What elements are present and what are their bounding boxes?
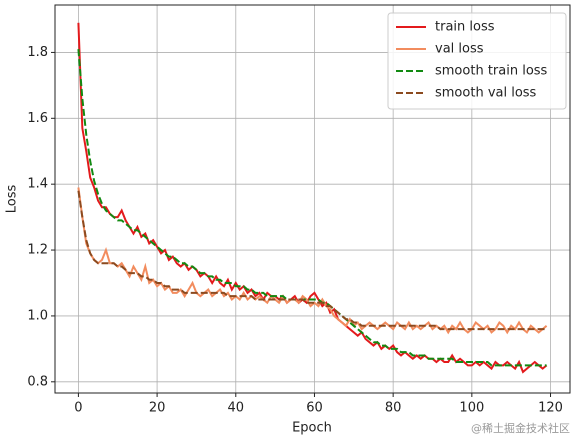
y-tick-label: 1.6 xyxy=(27,111,48,126)
legend-box xyxy=(387,12,567,110)
legend-label: train loss xyxy=(435,20,495,35)
y-axis-label: Loss xyxy=(5,185,20,214)
series-line xyxy=(77,187,548,335)
y-tick-label: 1.0 xyxy=(27,308,48,323)
y-tick-label: 1.2 xyxy=(27,243,48,258)
x-axis-label: Epoch xyxy=(292,421,332,436)
x-tick-label: 100 xyxy=(459,401,484,416)
watermark: @稀土掘金技术社区 xyxy=(471,421,570,435)
x-tick-label: 120 xyxy=(538,401,563,416)
legend-label: val loss xyxy=(435,42,484,57)
y-tick-label: 1.4 xyxy=(27,177,48,192)
series-line xyxy=(77,22,548,374)
x-tick-label: 80 xyxy=(385,401,402,416)
x-tick-label: 20 xyxy=(149,401,166,416)
y-tick-label: 1.8 xyxy=(27,45,48,60)
legend-label: smooth val loss xyxy=(435,86,537,101)
x-tick-label: 0 xyxy=(74,401,82,416)
legend-label: smooth train loss xyxy=(435,64,548,79)
series-line xyxy=(77,190,547,331)
plot-frame xyxy=(54,4,571,394)
y-tick-label: 0.8 xyxy=(27,374,48,389)
x-tick-label: 60 xyxy=(306,401,323,416)
series-line xyxy=(77,49,547,367)
x-tick-label: 40 xyxy=(228,401,245,416)
